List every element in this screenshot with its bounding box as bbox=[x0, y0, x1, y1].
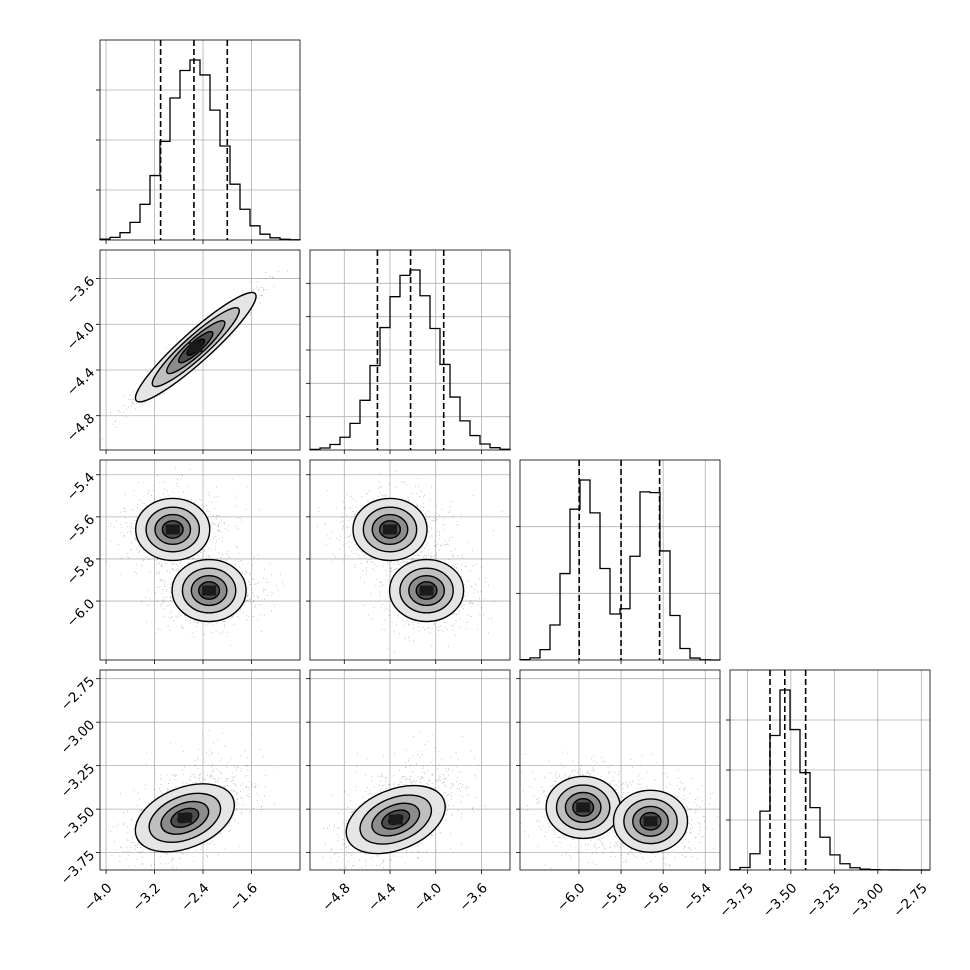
x-tick-label: −5.6 bbox=[638, 880, 672, 914]
x-tick-label: −3.50 bbox=[760, 880, 801, 921]
scatter-points bbox=[105, 468, 285, 646]
panel-content bbox=[105, 468, 285, 646]
axes-frame bbox=[309, 249, 511, 451]
hist2d-panel-3-2 bbox=[516, 669, 721, 874]
panel-content bbox=[101, 270, 289, 440]
density-core bbox=[165, 524, 180, 535]
y-tick-label: −4.4 bbox=[64, 365, 98, 399]
axes-frame bbox=[99, 39, 301, 241]
density-core bbox=[576, 802, 591, 813]
histogram-step bbox=[99, 59, 301, 241]
axes-frame bbox=[519, 669, 721, 871]
density-core bbox=[177, 812, 192, 823]
panel-content bbox=[520, 751, 718, 869]
y-tick-label: −3.00 bbox=[58, 717, 99, 758]
axes-frame bbox=[99, 459, 301, 661]
y-tick-label: −4.0 bbox=[64, 319, 98, 353]
x-tick-label: −3.25 bbox=[803, 880, 844, 921]
x-tick-label: −4.0 bbox=[411, 880, 445, 914]
x-tick-label: −4.0 bbox=[81, 880, 115, 914]
y-tick-label: −3.25 bbox=[58, 761, 99, 802]
y-tick-label: −3.75 bbox=[58, 847, 99, 888]
y-tick-label: −6.0 bbox=[64, 596, 98, 630]
y-tick-label: −4.8 bbox=[64, 411, 98, 445]
y-tick-label: −3.6 bbox=[64, 273, 98, 307]
axes-frame bbox=[99, 669, 301, 871]
x-tick-label: −2.75 bbox=[890, 880, 931, 921]
hist-panel-1 bbox=[306, 249, 511, 454]
hist2d-panel-3-1 bbox=[306, 669, 511, 874]
x-tick-label: −5.4 bbox=[680, 880, 714, 914]
panel-content bbox=[110, 730, 279, 870]
hist-panel-3 bbox=[726, 669, 931, 874]
hist2d-panel-1-0 bbox=[96, 249, 301, 454]
x-tick-label: −4.4 bbox=[365, 880, 399, 914]
y-tick-label: −3.50 bbox=[58, 804, 99, 845]
histogram-step bbox=[519, 479, 721, 661]
x-tick-label: −6.0 bbox=[554, 880, 588, 914]
density-core bbox=[419, 585, 434, 596]
hist-panel-2 bbox=[516, 459, 721, 664]
hist2d-panel-2-1 bbox=[306, 459, 511, 664]
histogram-step bbox=[729, 689, 930, 871]
y-tick-label: −2.75 bbox=[58, 674, 99, 715]
x-tick-label: −5.8 bbox=[596, 880, 630, 914]
axes-frame bbox=[519, 459, 721, 661]
panel-content bbox=[322, 731, 486, 870]
x-tick-label: −3.2 bbox=[130, 880, 164, 914]
density-core bbox=[202, 585, 217, 596]
hist2d-panel-3-0 bbox=[96, 669, 301, 874]
density-core bbox=[388, 814, 403, 825]
x-tick-label: −3.75 bbox=[716, 880, 757, 921]
density-core bbox=[188, 342, 203, 353]
y-tick-label: −5.4 bbox=[64, 470, 98, 504]
x-tick-label: −3.00 bbox=[847, 880, 888, 921]
axes-frame bbox=[729, 669, 931, 871]
axes-frame bbox=[309, 459, 511, 661]
panel-content bbox=[317, 470, 503, 653]
x-tick-label: −1.6 bbox=[227, 880, 261, 914]
hist2d-panel-2-0 bbox=[96, 459, 301, 664]
x-tick-label: −3.6 bbox=[456, 880, 490, 914]
density-core bbox=[383, 524, 397, 535]
scatter-points bbox=[317, 470, 503, 653]
x-tick-label: −4.8 bbox=[319, 880, 353, 914]
y-tick-label: −5.8 bbox=[64, 554, 98, 588]
y-tick-label: −5.6 bbox=[64, 512, 98, 546]
axes-frame bbox=[309, 669, 511, 871]
x-tick-label: −2.4 bbox=[178, 880, 212, 914]
axes-frame bbox=[99, 249, 301, 451]
density-core bbox=[643, 816, 658, 827]
hist-panel-0 bbox=[96, 39, 301, 244]
